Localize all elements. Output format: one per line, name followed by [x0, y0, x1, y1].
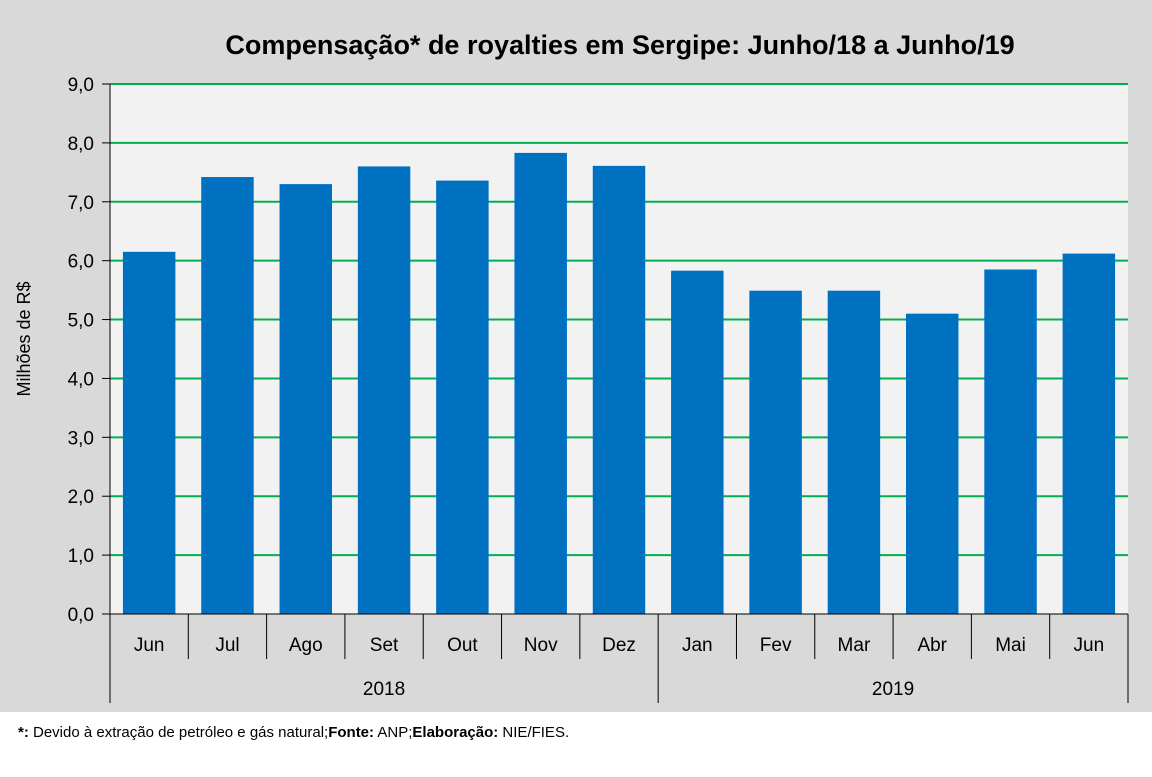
bar	[357, 166, 411, 614]
bar	[671, 270, 724, 614]
year-group-label: 2019	[872, 679, 914, 700]
bar	[905, 313, 959, 614]
x-tick-label: Mai	[995, 635, 1026, 656]
bar	[749, 290, 802, 614]
x-tick-label: Jan	[682, 635, 713, 656]
year-group-label: 2018	[363, 679, 405, 700]
y-tick-label: 0,0	[68, 605, 94, 626]
x-tick-label: Jul	[215, 635, 239, 656]
x-tick-label: Jun	[1074, 635, 1105, 656]
bar	[592, 165, 646, 614]
y-tick-label: 8,0	[68, 134, 94, 155]
bar	[1062, 253, 1116, 614]
bar	[436, 180, 489, 615]
y-tick-label: 6,0	[68, 252, 94, 273]
y-tick-label: 4,0	[68, 369, 94, 390]
y-tick-label: 2,0	[68, 487, 94, 508]
x-tick-label: Out	[447, 635, 478, 656]
bar	[279, 184, 333, 614]
y-tick-label: 7,0	[68, 193, 94, 214]
footnote-source-label: Fonte:	[328, 724, 375, 741]
x-tick-label: Mar	[838, 635, 871, 656]
y-tick-label: 3,0	[68, 428, 94, 449]
chart-title: Compensação* de royalties em Sergipe: Ju…	[225, 30, 1014, 60]
bar	[201, 177, 254, 615]
bar	[984, 269, 1037, 614]
footnote-source: ANP;	[374, 724, 413, 741]
bar-chart: Compensação* de royalties em Sergipe: Ju…	[14, 30, 1129, 703]
x-tick-label: Set	[370, 635, 399, 656]
footnote-marker: *:	[18, 724, 29, 741]
bar	[122, 251, 176, 615]
footnote-prepared-label: Elaboração:	[412, 724, 499, 741]
y-axis-ticks: 0,0 1,0 2,0 3,0 4,0 5,0 6,0 7,0 8,0 9,0	[68, 75, 110, 626]
bar	[827, 290, 881, 614]
y-tick-label: 9,0	[68, 75, 94, 96]
bar	[514, 152, 567, 614]
x-tick-label: Fev	[760, 635, 792, 656]
y-tick-label: 1,0	[68, 546, 94, 567]
y-tick-label: 5,0	[68, 311, 94, 332]
footnote-text: Devido à extração de petróleo e gás natu…	[28, 724, 329, 741]
bars	[122, 152, 1116, 615]
x-tick-label: Nov	[524, 635, 558, 656]
y-axis-title: Milhões de R$	[14, 281, 34, 396]
x-tick-label: Abr	[917, 635, 947, 656]
x-tick-label: Ago	[289, 635, 323, 656]
x-tick-label: Jun	[134, 635, 165, 656]
x-axis: Jun Jul Ago Set Out Nov Dez Jan Fev Mar Abr Mai Jun 2…	[109, 84, 1129, 703]
footnote-prepared: NIE/FIES.	[498, 724, 570, 741]
x-tick-label: Dez	[602, 635, 636, 656]
footnote: *: Devido à extração de petróleo e gás n…	[0, 712, 1152, 777]
